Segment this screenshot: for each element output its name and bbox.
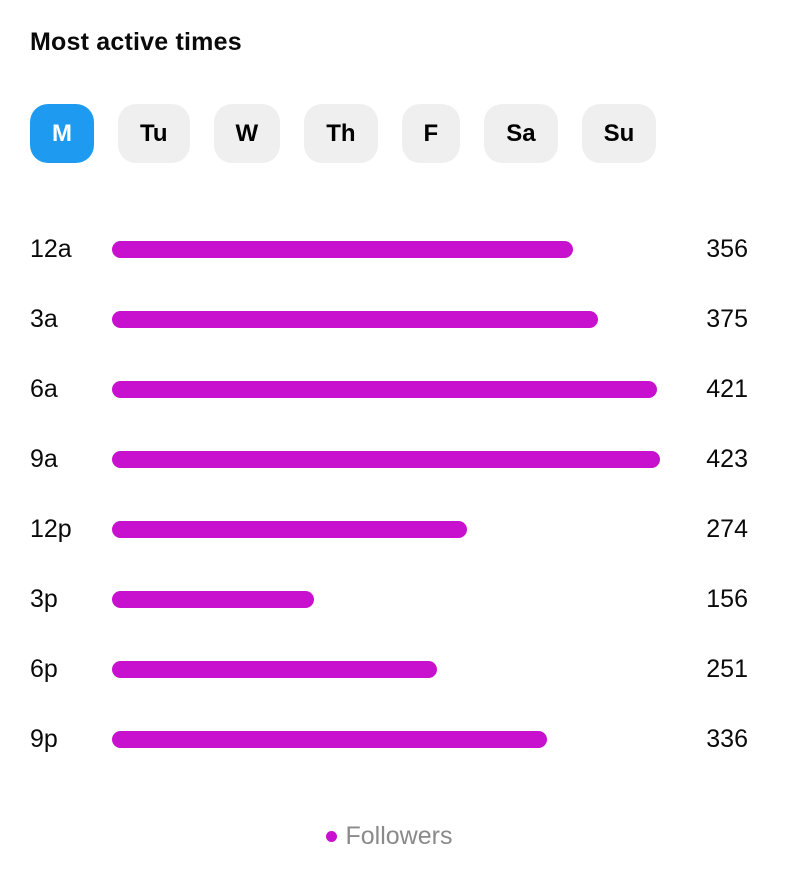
bar-track (112, 590, 660, 608)
legend-label: Followers (345, 822, 453, 850)
chart-legend: Followers (30, 822, 748, 851)
time-label: 12a (30, 234, 72, 263)
section-title: Most active times (30, 28, 242, 56)
time-label: 3a (30, 304, 58, 333)
tab-thursday[interactable]: Th (304, 104, 378, 163)
chart-row: 9a 423 (30, 424, 748, 494)
tab-monday[interactable]: M (30, 104, 94, 163)
value-label: 375 (706, 304, 748, 333)
bar-track (112, 730, 660, 748)
followers-bar (112, 590, 315, 608)
chart-row: 6p 251 (30, 634, 748, 704)
bar-track (112, 520, 660, 538)
most-active-times-card: Most active times M Tu W Th F Sa Su 12a … (30, 28, 748, 851)
value-label: 251 (706, 654, 748, 683)
tab-tuesday[interactable]: Tu (118, 104, 190, 163)
value-label: 423 (706, 444, 748, 473)
time-label: 6a (30, 374, 58, 403)
value-label: 421 (706, 374, 748, 403)
day-selector: M Tu W Th F Sa Su (30, 104, 748, 163)
chart-row: 12p 274 (30, 494, 748, 564)
tab-sunday[interactable]: Su (581, 104, 657, 163)
chart-row: 12a 356 (30, 214, 748, 284)
followers-bar (112, 450, 660, 468)
time-label: 6p (30, 654, 58, 683)
value-label: 274 (706, 514, 748, 543)
time-label: 12p (30, 514, 72, 543)
value-label: 336 (706, 724, 748, 753)
followers-bar (112, 660, 438, 678)
bar-track (112, 310, 660, 328)
chart-row: 3a 375 (30, 284, 748, 354)
bar-track (112, 660, 660, 678)
time-label: 3p (30, 584, 58, 613)
followers-bar (112, 310, 598, 328)
chart-row: 6a 421 (30, 354, 748, 424)
chart-row: 9p 336 (30, 704, 748, 774)
bar-track (112, 380, 660, 398)
followers-bar (112, 520, 467, 538)
followers-bar (112, 240, 574, 258)
tab-saturday[interactable]: Sa (484, 104, 558, 163)
followers-bar (112, 380, 658, 398)
chart-row: 3p 156 (30, 564, 748, 634)
followers-bar (112, 730, 548, 748)
tab-wednesday[interactable]: W (213, 104, 281, 163)
active-times-bar-chart: 12a 356 3a 375 6a 421 9a 423 (30, 214, 748, 774)
time-label: 9p (30, 724, 58, 753)
time-label: 9a (30, 444, 58, 473)
followers-legend-dot-icon (325, 831, 337, 842)
bar-track (112, 450, 660, 468)
bar-track (112, 240, 660, 258)
value-label: 156 (706, 584, 748, 613)
value-label: 356 (706, 234, 748, 263)
tab-friday[interactable]: F (401, 104, 461, 163)
